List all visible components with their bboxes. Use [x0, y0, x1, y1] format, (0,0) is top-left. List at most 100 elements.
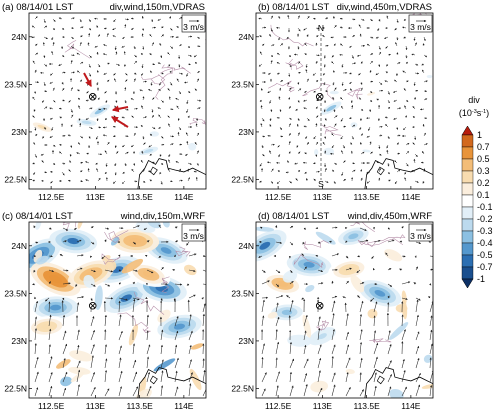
wind-vector	[259, 99, 263, 102]
y-tick-label: 24N	[11, 32, 27, 42]
divergence-field	[256, 224, 433, 398]
wind-vector	[333, 108, 336, 113]
wind-vector	[294, 162, 299, 165]
wind-vector	[106, 32, 109, 38]
wind-vector	[405, 80, 409, 83]
wind-vector	[303, 266, 307, 271]
x-tick-label: 113E	[86, 401, 106, 411]
wind-vector	[112, 35, 117, 38]
wind-vector	[177, 131, 180, 137]
wind-vector	[276, 72, 281, 75]
wind-vector	[196, 107, 201, 110]
wind-vector	[412, 142, 416, 146]
wind-vector	[34, 69, 37, 74]
wind-vector	[331, 356, 334, 369]
wind-vector	[95, 162, 99, 165]
wind-vector	[396, 62, 401, 65]
wind-vector	[159, 153, 162, 157]
wind-vector	[58, 17, 63, 20]
wind-vector	[48, 328, 52, 341]
wind-vector	[59, 116, 63, 119]
annotation-arrow-southeast	[111, 116, 129, 128]
wind-vector	[169, 135, 175, 138]
wind-vector	[114, 78, 117, 83]
y-tick-label: 22.5N	[4, 383, 27, 393]
wind-vector	[118, 282, 121, 285]
terrain-contour	[175, 246, 191, 257]
wind-vector	[118, 269, 122, 272]
wind-vector	[132, 359, 137, 369]
wind-vector	[130, 17, 135, 20]
wind-vector	[259, 180, 263, 183]
wind-vector	[87, 168, 90, 173]
wind-vector	[339, 26, 344, 29]
y-tick-label: 22.5N	[4, 174, 27, 184]
wind-vector	[317, 269, 324, 273]
wind-vector	[288, 117, 292, 120]
wind-vector	[186, 241, 190, 246]
div-cell	[326, 104, 337, 112]
wind-vector	[313, 90, 317, 93]
wind-vector	[106, 79, 110, 83]
wind-vector	[97, 34, 101, 38]
wind-vector	[188, 314, 192, 327]
wind-vector	[124, 108, 129, 111]
wind-vector	[33, 269, 36, 273]
wind-vector	[104, 117, 108, 121]
wind-vector	[131, 115, 135, 119]
wind-vector	[341, 63, 344, 68]
wind-vector	[121, 116, 126, 119]
wind-vector	[85, 161, 90, 164]
wind-vector	[402, 70, 407, 74]
wind-vector	[151, 97, 155, 101]
wind-vector	[34, 241, 39, 244]
wind-vector	[356, 269, 361, 274]
wind-vector	[186, 283, 190, 286]
wind-vector	[372, 267, 375, 271]
wind-vector	[289, 358, 295, 369]
wind-vector	[43, 25, 48, 29]
wind-vector	[394, 180, 398, 185]
wind-vector	[104, 171, 108, 175]
div-cell	[277, 280, 289, 287]
wind-vector	[405, 151, 410, 155]
wind-vector	[133, 72, 137, 75]
wind-vector	[315, 42, 318, 47]
wind-vector	[385, 71, 389, 74]
wind-vector	[104, 239, 107, 243]
wind-vector	[269, 150, 272, 155]
wind-vector	[345, 357, 351, 369]
wind-vector	[96, 117, 99, 122]
wind-vector	[88, 63, 91, 68]
wind-vector	[158, 255, 162, 258]
wind-vector	[351, 124, 356, 128]
wind-vector	[34, 316, 38, 327]
x-tick-label: 113.5E	[353, 192, 380, 202]
wind-vector	[396, 169, 401, 173]
x-tick-label: 114E	[174, 401, 194, 411]
annotation-arrow-north	[83, 72, 92, 88]
wind-vector	[188, 253, 197, 257]
terrain-contour	[285, 58, 304, 70]
div-cell	[362, 149, 371, 153]
wind-vector	[133, 78, 136, 83]
wind-vector	[34, 356, 39, 369]
wind-vector	[429, 329, 433, 341]
wind-vector	[177, 117, 180, 121]
wind-vector	[160, 267, 164, 271]
wind-vector	[41, 99, 45, 103]
wind-vector	[88, 135, 91, 139]
wind-vector	[90, 269, 96, 273]
section-north-label: N	[318, 23, 324, 33]
x-axis-ticks: 112.5E 113E 113.5E 114E	[265, 395, 421, 411]
colorbar-label: 1	[477, 130, 482, 140]
wind-vector	[121, 45, 126, 48]
wind-vector	[115, 51, 118, 56]
wind-vector	[405, 162, 409, 167]
svg-text:3 m/s: 3 m/s	[183, 22, 204, 32]
wind-vector	[275, 357, 278, 369]
wind-vector	[341, 81, 344, 86]
wind-vector	[270, 60, 273, 65]
wind-vector	[288, 140, 291, 146]
wind-vector	[259, 226, 263, 229]
